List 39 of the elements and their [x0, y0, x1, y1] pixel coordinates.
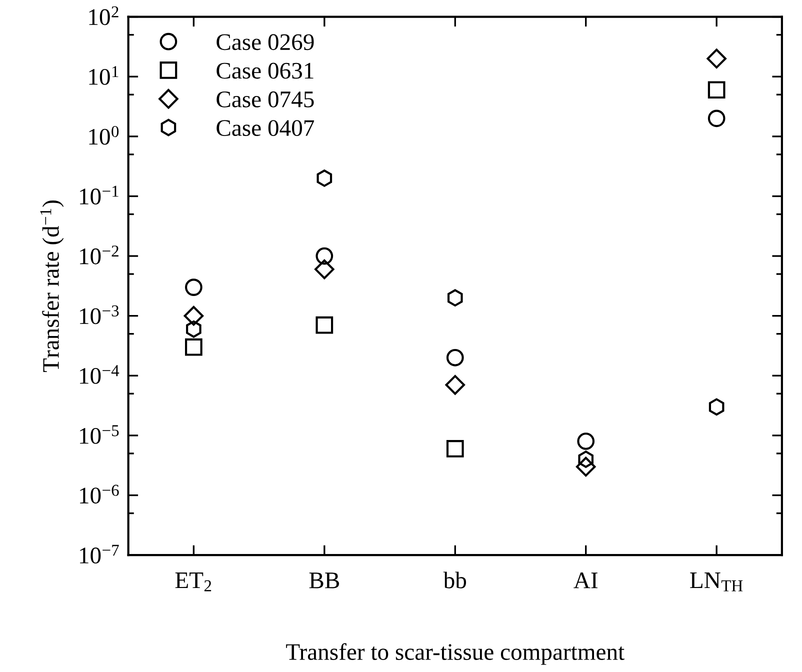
point: [706, 48, 726, 68]
x-tick-label: AI: [574, 572, 598, 588]
y-tick-label: 10$^{−7}$: [80, 544, 119, 564]
point: [708, 110, 726, 128]
point: [708, 398, 724, 416]
x-axis-title: Transfer to scar-tissue compartment: [286, 643, 624, 665]
point: [184, 306, 204, 326]
point: [445, 375, 466, 395]
point: [185, 338, 202, 356]
x-tick-label: ET$_{2}$: [175, 572, 212, 592]
y-tick-label: 10$^{−3}$: [80, 305, 119, 324]
legend-label: Case 0745: [216, 91, 314, 108]
legend-label: Case 0407: [216, 120, 314, 136]
point: [446, 348, 464, 366]
point: [708, 81, 726, 99]
y-tick-label: 10$^{−1}$: [80, 186, 118, 204]
x-tick-label: LN$_{TH}$: [690, 572, 743, 592]
y-tick-label: 10$^{−5}$: [80, 425, 119, 444]
point: [314, 259, 334, 280]
x-tick-label: bb: [443, 572, 466, 588]
point: [185, 278, 202, 296]
legend-label: Case 0631: [216, 62, 314, 79]
point: [576, 456, 596, 477]
point: [577, 432, 595, 450]
y-tick-label: 10$^{1}$: [89, 66, 118, 85]
y-axis-title: Transfer rate (d$^{−1}$): [40, 200, 64, 372]
point: [446, 440, 464, 458]
point: [447, 289, 463, 307]
point: [316, 247, 334, 265]
y-tick-label: 10$^{−6}$: [80, 484, 119, 504]
legend-label: Case 0269: [216, 34, 314, 50]
y-tick-label: 10$^{2}$: [89, 6, 118, 26]
y-tick-label: 10$^{−2}$: [80, 246, 118, 264]
point: [316, 170, 332, 187]
point: [316, 316, 334, 334]
y-tick-label: 10$^{−4}$: [80, 365, 120, 384]
x-tick-label: BB: [309, 572, 340, 588]
y-tick-label: 10$^{0}$: [89, 126, 119, 145]
point: [186, 320, 202, 338]
